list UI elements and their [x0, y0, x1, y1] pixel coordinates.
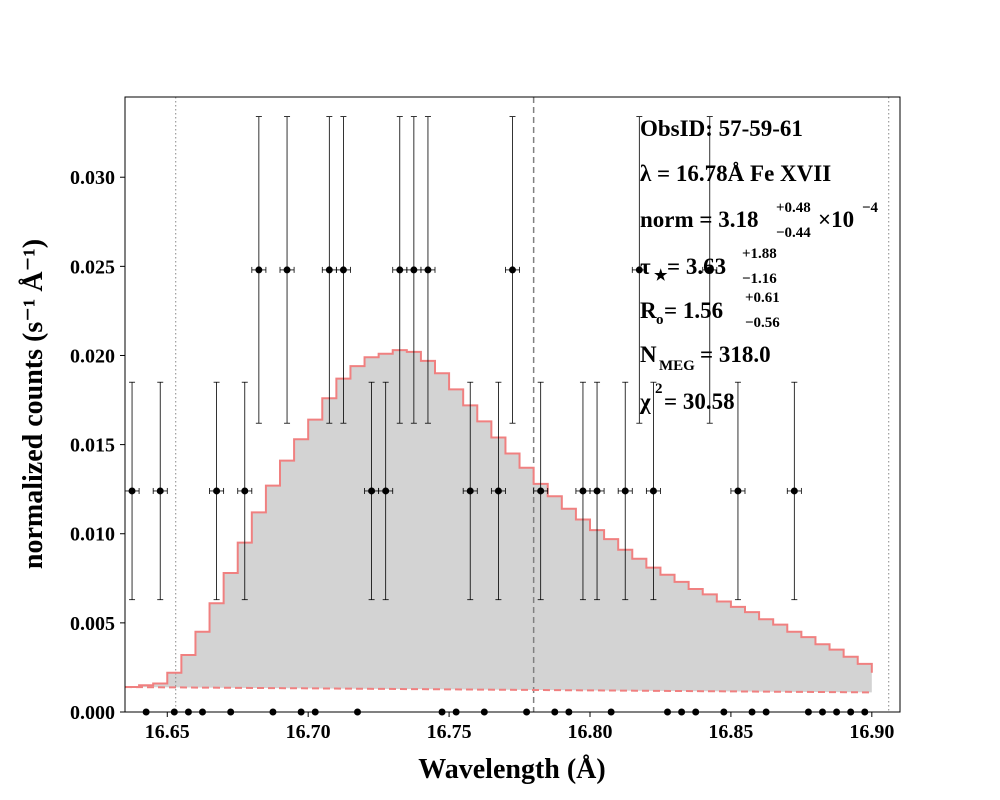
data-point	[279, 116, 295, 424]
data-marker	[790, 487, 798, 495]
chi-superscript: 2	[655, 381, 663, 397]
y-tick-label: 0.025	[70, 256, 115, 278]
n-symbol: N	[640, 342, 657, 367]
data-marker	[339, 266, 347, 274]
data-point	[209, 381, 225, 601]
chi-symbol: χ	[639, 389, 651, 414]
data-marker	[494, 487, 502, 495]
y-tick-label: 0.030	[70, 167, 115, 189]
data-marker	[128, 487, 136, 495]
model-step-line	[125, 349, 873, 689]
data-marker	[734, 487, 742, 495]
r-value: = 1.56	[664, 298, 723, 323]
plot-area	[124, 97, 890, 716]
data-marker	[537, 487, 545, 495]
annotation-obsid: ObsID: 57-59-61	[640, 116, 803, 141]
y-tick-label: 0.020	[70, 345, 115, 367]
annotation-chi2: χ 2 = 30.58	[639, 381, 735, 414]
x-tick-label: 16.80	[568, 721, 613, 743]
annotation-line: λ = 16.78Å Fe XVII	[640, 161, 831, 186]
tau-symbol: τ	[640, 254, 651, 279]
data-point	[786, 381, 802, 601]
data-marker	[396, 266, 404, 274]
annotation-nmeg: N MEG = 318.0	[640, 342, 771, 374]
tau-upper-error: +1.88	[742, 246, 777, 262]
y-axis-label: normalized counts (s⁻¹ Å⁻¹)	[18, 239, 49, 569]
norm-lower-error: −0.44	[776, 225, 811, 241]
r-lower-error: −0.56	[745, 315, 780, 331]
data-marker	[593, 487, 601, 495]
data-point	[505, 116, 520, 424]
y-tick-label: 0.005	[70, 613, 115, 635]
norm-upper-error: +0.48	[776, 200, 811, 216]
chi-value: = 30.58	[664, 389, 735, 414]
data-marker	[241, 487, 249, 495]
data-marker	[368, 487, 376, 495]
norm-exponent: −4	[862, 200, 879, 216]
data-point	[420, 116, 436, 424]
r-upper-error: +0.61	[745, 290, 780, 306]
r-symbol: R	[640, 298, 657, 323]
data-point	[406, 116, 422, 424]
data-point	[730, 381, 746, 601]
data-point	[378, 381, 394, 601]
data-point	[702, 116, 718, 424]
n-value: = 318.0	[700, 342, 771, 367]
data-point	[462, 381, 478, 601]
background-line	[124, 686, 872, 694]
data-marker	[424, 266, 432, 274]
data-marker	[382, 487, 390, 495]
x-tick-label: 16.75	[427, 721, 472, 743]
data-point	[589, 381, 605, 601]
x-tick-label: 16.90	[849, 721, 894, 743]
data-point	[124, 381, 140, 601]
r-subscript: o	[656, 312, 664, 328]
annotation-tau: τ ★ = 3.63 +1.88 −1.16	[640, 246, 777, 287]
data-marker	[579, 487, 587, 495]
norm-exponent-base: ×10	[818, 207, 854, 232]
data-marker	[649, 487, 657, 495]
data-marker	[509, 266, 516, 274]
axis-ticks: 16.65 16.70 16.75 16.80 16.85 16.90 0.000 0.005…	[70, 167, 894, 743]
tau-lower-error: −1.16	[742, 271, 777, 287]
data-marker	[466, 487, 474, 495]
data-marker	[706, 266, 714, 274]
x-tick-label: 16.70	[286, 721, 331, 743]
tau-value: = 3.63	[667, 254, 726, 279]
annotation-norm: norm = 3.18 +0.48 −0.44 ×10 −4	[640, 200, 879, 241]
data-marker	[635, 266, 643, 274]
data-point	[152, 381, 168, 601]
data-point	[335, 116, 351, 424]
n-subscript: MEG	[659, 358, 695, 374]
x-tick-label: 16.85	[708, 721, 753, 743]
data-point	[617, 381, 633, 601]
data-marker	[255, 266, 263, 274]
data-marker	[621, 487, 629, 495]
data-point	[321, 116, 337, 424]
data-point	[490, 381, 506, 601]
data-point	[392, 116, 408, 424]
y-tick-label: 0.015	[70, 435, 115, 457]
data-point	[251, 116, 267, 424]
data-marker	[213, 487, 221, 495]
data-point	[237, 381, 253, 601]
data-marker	[156, 487, 164, 495]
data-point	[533, 381, 549, 601]
y-tick-label: 0.000	[70, 702, 115, 724]
data-marker	[283, 266, 291, 274]
plot-frame	[124, 96, 901, 713]
data-marker	[410, 266, 418, 274]
fit-annotations: ObsID: 57-59-61 λ = 16.78Å Fe XVII norm …	[639, 116, 879, 414]
tau-star-subscript: ★	[654, 268, 668, 284]
data-point	[631, 116, 647, 424]
data-point	[645, 381, 661, 601]
x-axis-label: Wavelength (Å)	[418, 754, 605, 785]
y-tick-label: 0.010	[70, 524, 115, 546]
norm-main: norm = 3.18	[640, 207, 759, 232]
annotation-r0: R o = 1.56 +0.61 −0.56	[640, 290, 780, 331]
data-marker	[325, 266, 333, 274]
x-tick-label: 16.65	[145, 721, 190, 743]
